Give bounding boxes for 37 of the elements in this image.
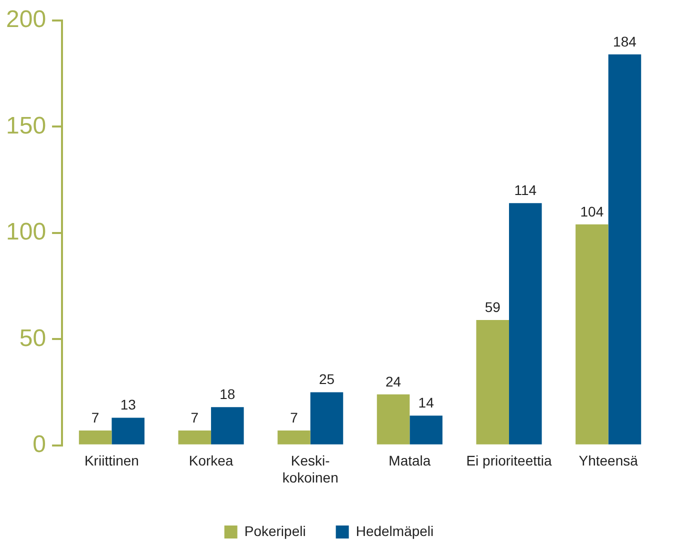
data-label: 13	[120, 396, 136, 413]
bar	[211, 407, 244, 444]
data-label: 7	[91, 409, 100, 426]
data-label: 14	[418, 394, 434, 411]
bar	[410, 416, 442, 444]
bar	[376, 394, 410, 444]
data-label: 104	[580, 203, 604, 220]
x-tick-label: Korkea	[188, 452, 234, 469]
bar	[509, 203, 542, 444]
x-tick-label: Yhteensä	[578, 452, 638, 469]
legend-label: Pokeripeli	[244, 522, 306, 539]
data-label: 7	[190, 409, 199, 426]
data-label: 59	[484, 298, 501, 315]
bar	[78, 430, 112, 444]
x-tick-label: Keski-kokoinen	[282, 452, 338, 486]
legend-label: Hedelmäpeli	[356, 522, 434, 539]
bar	[476, 320, 510, 444]
x-tick-label: Kriittinen	[84, 452, 139, 469]
data-label: 114	[514, 182, 537, 198]
data-label: 7	[290, 409, 298, 426]
data-label: 24	[386, 373, 402, 390]
data-label: 184	[613, 33, 637, 50]
bar	[278, 430, 310, 444]
y-tick-label: 0	[32, 431, 46, 458]
data-label: 18	[220, 386, 236, 402]
data-label: 25	[318, 371, 335, 388]
y-tick-label: 200	[6, 6, 46, 34]
x-tick-label: Matala	[388, 452, 431, 469]
bar	[310, 392, 344, 444]
y-tick-label: 150	[6, 112, 46, 140]
y-tick-label: 100	[6, 218, 46, 246]
bar	[178, 430, 212, 444]
bar	[608, 54, 642, 444]
x-tick-label: Ei prioriteettia	[466, 452, 552, 469]
y-tick-label: 50	[19, 324, 46, 352]
bar	[576, 224, 608, 444]
bar	[112, 418, 144, 444]
